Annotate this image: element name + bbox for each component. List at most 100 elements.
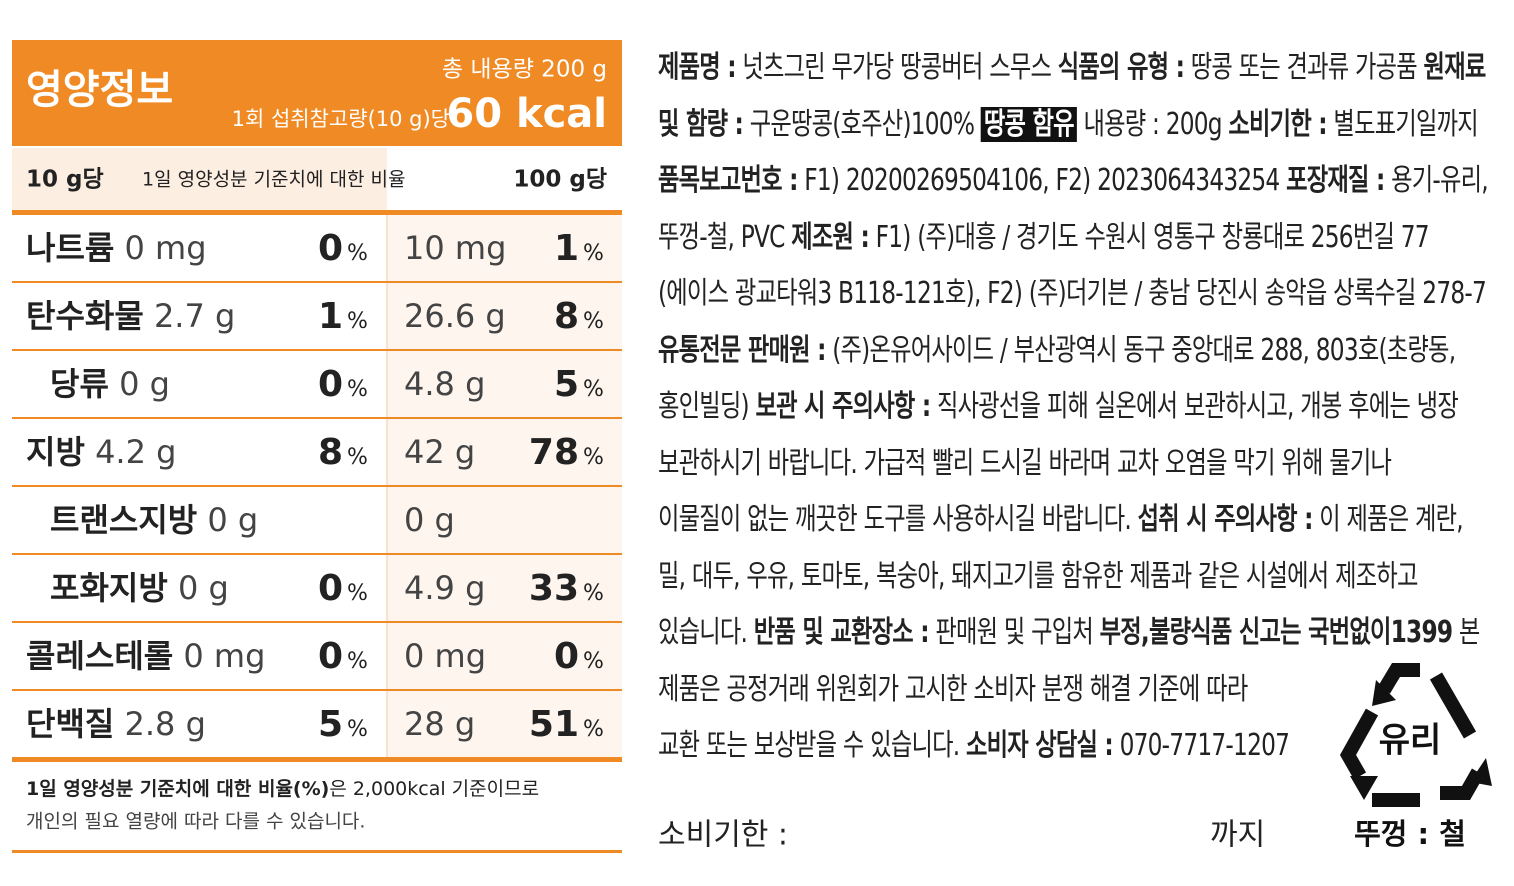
label-segment: 및 함량 :	[658, 106, 744, 142]
percent-sign: %	[347, 309, 368, 334]
nutrient: 나트륨 0 mg	[26, 229, 207, 267]
label-line: 밀, 대두, 우유, 토마토, 복숭아, 돼지고기를 함유한 제품과 같은 시설…	[658, 557, 1418, 597]
footnote-rest: 은 2,000kcal 기준이므로	[329, 778, 539, 800]
recycle-arrow	[1339, 708, 1379, 780]
label-segment: 식품의 유형 :	[1057, 50, 1185, 85]
nutrient-name: 트랜스지방	[50, 501, 197, 539]
percent-sign: %	[347, 649, 368, 674]
amount-100g: 4.9 g	[404, 569, 485, 607]
nutrient-name: 지방	[26, 433, 85, 471]
nutrient-amount: 0 g	[178, 569, 229, 607]
label-line: 제품명 : 넛츠그린 무가당 땅콩버터 스무스 식품의 유형 : 땅콩 또는 견…	[658, 48, 1486, 88]
label-segment: 본	[1452, 615, 1480, 650]
nutrient: 탄수화물 2.7 g	[26, 297, 235, 335]
percent-sign: %	[583, 649, 604, 674]
label-line: 교환 또는 보상받을 수 있습니다. 소비자 상담실 : 070-7717-12…	[658, 726, 1290, 766]
row-divider	[12, 689, 622, 691]
label-segment: 보관하시기 바랍니다. 가급적 빨리 드시길 바라며 교차 오염을 막기 위해 …	[658, 445, 1392, 481]
row-divider	[12, 621, 622, 623]
lid-material: 뚜껑 : 철	[1354, 817, 1466, 851]
per-100g-cell	[387, 555, 622, 623]
footnote: 1일 영양성분 기준치에 대한 비율(%)은 2,000kcal 기준이므로	[26, 778, 539, 800]
percent-100g-value: 33	[529, 568, 579, 609]
label-text: 제품명 : 넛츠그린 무가당 땅콩버터 스무스 식품의 유형 : 땅콩 또는 견…	[658, 0, 1489, 763]
nutrient-name: 탄수화물	[26, 297, 144, 335]
amount-100g: 26.6 g	[404, 297, 506, 335]
expiry-label: 소비기한 :	[658, 818, 788, 853]
recycle-side	[1429, 672, 1477, 739]
amount-100g: 10 mg	[404, 229, 506, 267]
percent-value: 8	[318, 432, 343, 473]
subheader-band	[12, 148, 387, 210]
percent-sign: %	[347, 581, 368, 606]
label-segment: 070-7717-1207	[1112, 728, 1290, 763]
label-segment: 소비기한 :	[1228, 106, 1327, 142]
nutrient: 포화지방 0 g	[50, 569, 229, 607]
recycle-arrow	[1377, 663, 1420, 694]
divider	[12, 757, 622, 762]
percent-100g-value: 0	[554, 636, 579, 677]
label-line: 제품은 공정거래 위원회가 고시한 소비자 분쟁 해결 기준에 따라	[658, 670, 1248, 710]
percent-sign: %	[583, 717, 604, 742]
nutrient: 당류 0 g	[50, 365, 170, 403]
recycle-arrowhead	[1372, 680, 1396, 706]
label-line: 있습니다. 반품 및 교환장소 : 판매원 및 구입처 부정,불량식품 신고는 …	[658, 613, 1480, 653]
percent-sign: %	[347, 377, 368, 402]
amount-100g: 4.8 g	[404, 365, 485, 403]
row-divider	[12, 349, 622, 351]
label-line: 품목보고번호 : F1) 20200269504106, F2) 2023064…	[658, 161, 1489, 201]
label-segment: 별도표기일까지	[1326, 106, 1478, 142]
recycle-icon	[1339, 663, 1492, 807]
nutrition-rows: 나트륨 0 mg 0% 10 mg 1 % 탄수화물 2.7 g 1% 26.6 g 8 % 당류 …	[12, 215, 622, 759]
percent-value: 0	[318, 636, 343, 677]
per-100g-cell	[387, 419, 622, 487]
nutrient: 트랜스지방 0 g	[50, 501, 258, 539]
label-line: 홍인빌딩) 보관 시 주의사항 : 직사광선을 피해 실온에서 보관하시고, 개…	[658, 387, 1459, 427]
amount-100g: 42 g	[404, 433, 475, 471]
amount-100g: 0 g	[404, 501, 455, 539]
row-divider	[12, 553, 622, 555]
label-segment: (주)온유어사이드 / 부산광역시 동구 중앙대로 288, 803호(초량동,	[825, 332, 1456, 368]
label-segment: 용기-유리,	[1384, 163, 1489, 198]
row-divider	[12, 281, 622, 283]
percent-100g-value: 5	[554, 364, 579, 405]
divider	[12, 850, 622, 853]
percent-sign: %	[583, 241, 604, 266]
percent-value: 0	[318, 228, 343, 269]
row-divider	[12, 485, 622, 487]
label-line: (에이스 광교타워3 B118-121호), F2) (주)더기븐 / 충남 당…	[658, 274, 1487, 314]
nutrient-amount: 0 g	[207, 501, 258, 539]
recycle-arrowhead	[1350, 776, 1378, 800]
per-100g-cell	[387, 351, 622, 419]
calories: 60 kcal	[446, 91, 607, 137]
percent-value: 0	[318, 364, 343, 405]
percent-sign: %	[583, 581, 604, 606]
label-segment: 직사광선을 피해 실온에서 보관하시고, 개봉 후에는 냉장	[930, 389, 1459, 424]
label-segment: 섭취 시 주의사항 :	[1137, 502, 1314, 537]
label-segment: 보관 시 주의사항 :	[755, 389, 931, 424]
nutrient: 지방 4.2 g	[26, 433, 176, 471]
label-segment: 유통전문 판매원 :	[658, 332, 826, 368]
label-segment: 땅콩 함유	[980, 106, 1077, 142]
label-segment: F1) (주)대흥 / 경기도 수원시 영통구 창룡대로 256번길 77	[869, 219, 1430, 255]
percent-value: 0	[318, 568, 343, 609]
label-segment: 판매원 및 구입처	[928, 615, 1100, 650]
amount-100g: 0 mg	[404, 637, 486, 675]
nutrient-name: 단백질	[26, 705, 114, 743]
label-segment: 제품명 :	[658, 50, 737, 85]
percent-sign: %	[583, 309, 604, 334]
percent-sign: %	[347, 445, 368, 470]
label-segment: 뚜껑-철, PVC	[658, 219, 792, 255]
percent-100g-value: 51	[529, 704, 579, 745]
percent-value: 5	[318, 704, 343, 745]
nutrient-name: 포화지방	[50, 569, 168, 607]
recycle-arrow	[1440, 768, 1485, 800]
label-line: 보관하시기 바랍니다. 가급적 빨리 드시길 바라며 교차 오염을 막기 위해 …	[658, 444, 1392, 484]
nutrient-amount: 0 g	[119, 365, 170, 403]
footnote-line2: 개인의 필요 열량에 따라 다를 수 있습니다.	[26, 811, 365, 833]
divider	[12, 210, 622, 215]
label-segment: 교환 또는 보상받을 수 있습니다.	[658, 728, 966, 763]
label-segment: 소비자 상담실 :	[965, 728, 1114, 763]
nutrient-amount: 0 mg	[125, 229, 207, 267]
